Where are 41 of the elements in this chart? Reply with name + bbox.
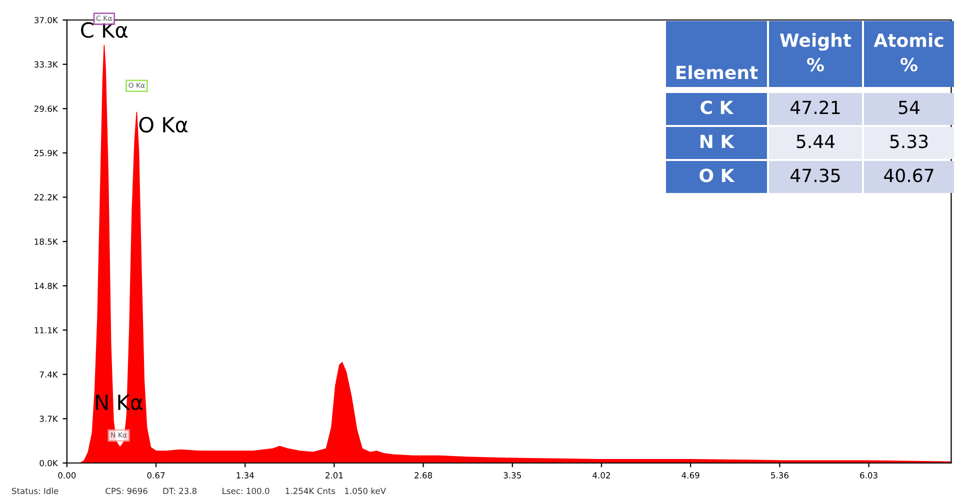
category-label: Weight % [780, 33, 852, 72]
y-tick-label: 37.0K [34, 16, 58, 24]
text: 5.33 [890, 134, 928, 148]
y-tick-label: 11.1K [34, 327, 58, 334]
text: Status: Idle [12, 488, 58, 494]
category-label: C K [700, 100, 734, 114]
x-tick-label: 2.68 [414, 472, 432, 478]
y-tick-label: 0.0K [40, 460, 58, 466]
text: Element [676, 65, 758, 80]
y-tick-label: 14.8K [34, 282, 58, 290]
x-tick-label: 0.00 [58, 472, 76, 478]
annotation: O Kα [139, 116, 188, 133]
x-tick-label: 6.03 [860, 472, 878, 478]
text: 47.35 [790, 168, 840, 182]
x-tick-label: 1.34 [236, 472, 254, 478]
x-tick-label: 4.02 [592, 472, 610, 478]
y-tick-label: 3.7K [40, 416, 58, 422]
text: 54 [898, 100, 920, 114]
x-tick-label: 3.35 [504, 472, 521, 478]
text: 40.67 [884, 168, 934, 182]
y-tick-label: 7.4K [40, 371, 58, 378]
x-tick-label: 0.67 [147, 472, 165, 478]
annotation: C Kα [81, 22, 128, 38]
category-label: N K [700, 134, 735, 148]
y-tick-label: 18.5K [34, 238, 58, 245]
text: 47.21 [790, 100, 840, 114]
text: 1.050 keV [345, 488, 386, 494]
x-tick-label: 4.69 [682, 472, 700, 478]
y-tick-label: 33.3K [34, 61, 58, 68]
x-tick-label: 5.36 [771, 472, 788, 478]
text: 5.44 [796, 134, 835, 148]
text: CPS: 9696 [106, 488, 148, 494]
x-tick-label: 2.01 [326, 472, 343, 478]
y-tick-label: 29.6K [34, 106, 58, 112]
y-tick-label: 25.9K [34, 150, 58, 156]
text: 1.254K Cnts [286, 488, 336, 494]
y-tick-label: 22.2K [34, 194, 58, 200]
category-label: Atomic % [874, 33, 944, 72]
text: DT: 23.8 [163, 488, 197, 494]
category-label: O K [700, 168, 735, 182]
text: Lsec: 100.0 [222, 488, 270, 494]
